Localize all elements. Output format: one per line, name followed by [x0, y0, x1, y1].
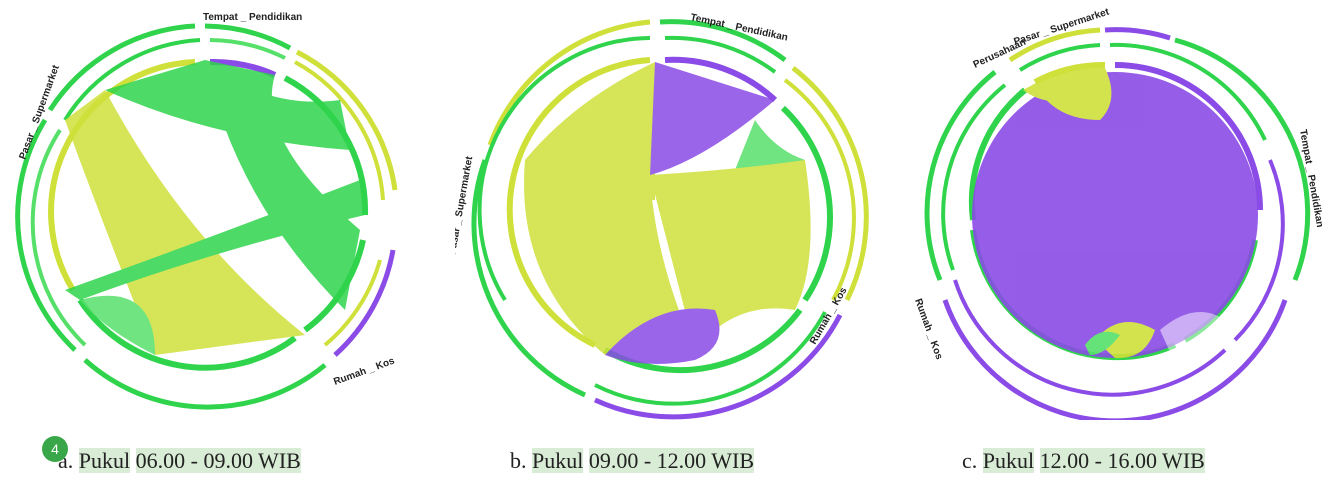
- mid-ring-arc: [1109, 42, 1267, 141]
- segment-label: Tempat _ Pendidikan: [1297, 129, 1325, 229]
- mid-ring-arc: [1018, 43, 1101, 72]
- chord-ribbon: [205, 60, 360, 310]
- chord-ribbon: [650, 62, 775, 175]
- chord-svg-c: Perusahaan Pasar _ Supermarket Tempat _ …: [912, 6, 1325, 420]
- mid-ring-arc: [63, 38, 201, 122]
- chord-ribbon: [80, 295, 155, 355]
- caption-word: Pukul: [982, 448, 1035, 473]
- inner-ring-arc: [664, 56, 778, 103]
- mid-ring-arc: [30, 128, 87, 347]
- inner-ring-arc: [77, 298, 297, 371]
- chord-svg-b: Tempat _ Pendidikan Rumah _ Kos Pasar _ …: [455, 12, 869, 420]
- outer-ring-arc: [942, 299, 1288, 420]
- mid-ring-arc: [477, 36, 651, 302]
- outer-ring-arc: [924, 70, 997, 281]
- segment-label: Pasar _ Supermarket: [1013, 6, 1112, 47]
- outer-ring-arc: [487, 19, 651, 146]
- caption-prefix: b.: [510, 448, 532, 473]
- chord-svg-a: Tempat _ Pendidikan Rumah _ Kos Pasar _ …: [15, 12, 398, 410]
- mid-ring-arc: [953, 279, 1227, 397]
- mid-ring-arc: [323, 259, 382, 347]
- inner-ring-arc: [780, 105, 834, 302]
- caption-time: 12.00 - 16.00 WIB: [1039, 448, 1205, 473]
- chord-ribbon: [1035, 68, 1112, 120]
- outer-ring-arc: [295, 49, 398, 191]
- inner-ring-arc: [1114, 62, 1263, 211]
- outer-ring-arc: [659, 19, 787, 62]
- mid-ring-arc: [941, 83, 1007, 271]
- mid-ring-arc: [783, 78, 856, 301]
- outer-ring-arc: [333, 249, 396, 357]
- segment-label: Rumah _ Kos: [912, 297, 944, 361]
- chord-diagram-c: Perusahaan Pasar _ Supermarket Tempat _ …: [905, 0, 1325, 420]
- chord-diagram-b: Tempat _ Pendidikan Rumah _ Kos Pasar _ …: [455, 0, 875, 420]
- outer-ring-arc: [471, 159, 587, 398]
- chord-ribbon: [972, 72, 1258, 358]
- mid-ring-arc: [664, 35, 777, 74]
- caption-time: 09.00 - 12.00 WIB: [588, 448, 755, 473]
- chord-ribbon: [65, 180, 365, 300]
- segment-label: Rumah _ Kos: [332, 355, 396, 387]
- outer-ring-arc: [1174, 37, 1311, 281]
- outer-ring-arc: [1104, 27, 1171, 41]
- inner-ring-arc: [209, 58, 277, 78]
- inner-ring-arc: [506, 57, 651, 348]
- mid-ring-arc: [209, 38, 286, 60]
- outer-ring-arc: [593, 313, 843, 420]
- inner-ring-arc: [603, 308, 803, 374]
- chord-ribbon: [1085, 331, 1120, 355]
- caption-word: Pukul: [78, 448, 131, 473]
- chord-ribbon: [1095, 322, 1155, 359]
- caption-b: b. Pukul 09.00 - 12.00 WIB: [510, 448, 755, 474]
- outer-ring-arc: [83, 358, 327, 410]
- segment-label: Pasar _ Supermarket: [17, 63, 62, 161]
- mid-ring-arc: [1233, 159, 1285, 342]
- outer-ring-arc: [791, 66, 869, 302]
- caption-word: Pukul: [532, 448, 584, 473]
- outer-ring-arc: [1008, 27, 1101, 63]
- chord-ribbon: [65, 90, 305, 355]
- outer-ring-arc: [204, 23, 292, 51]
- chord-ribbon: [524, 160, 695, 355]
- inner-ring-arc: [968, 87, 1027, 221]
- chord-ribbon: [650, 160, 811, 350]
- inner-ring-arc: [48, 59, 196, 292]
- caption-a: a. Pukul 06.00 - 09.00 WIB: [58, 448, 301, 474]
- mid-ring-arc: [594, 311, 827, 406]
- page-number-badge: 4: [42, 436, 68, 462]
- caption-prefix: c.: [962, 448, 983, 473]
- outer-ring-arc: [15, 118, 77, 352]
- caption-time: 06.00 - 09.00 WIB: [135, 448, 301, 473]
- caption-c: c. Pukul 12.00 - 16.00 WIB: [962, 448, 1205, 474]
- segment-label: Tempat _ Pendidikan: [203, 12, 302, 23]
- mid-ring-arc: [294, 60, 385, 201]
- chord-ribbon: [1160, 312, 1225, 352]
- outer-ring-arc: [47, 23, 196, 112]
- chord-diagram-a: Tempat _ Pendidikan Rumah _ Kos Pasar _ …: [5, 0, 425, 420]
- inner-ring-arc: [1033, 61, 1106, 85]
- chord-ribbon: [605, 308, 720, 364]
